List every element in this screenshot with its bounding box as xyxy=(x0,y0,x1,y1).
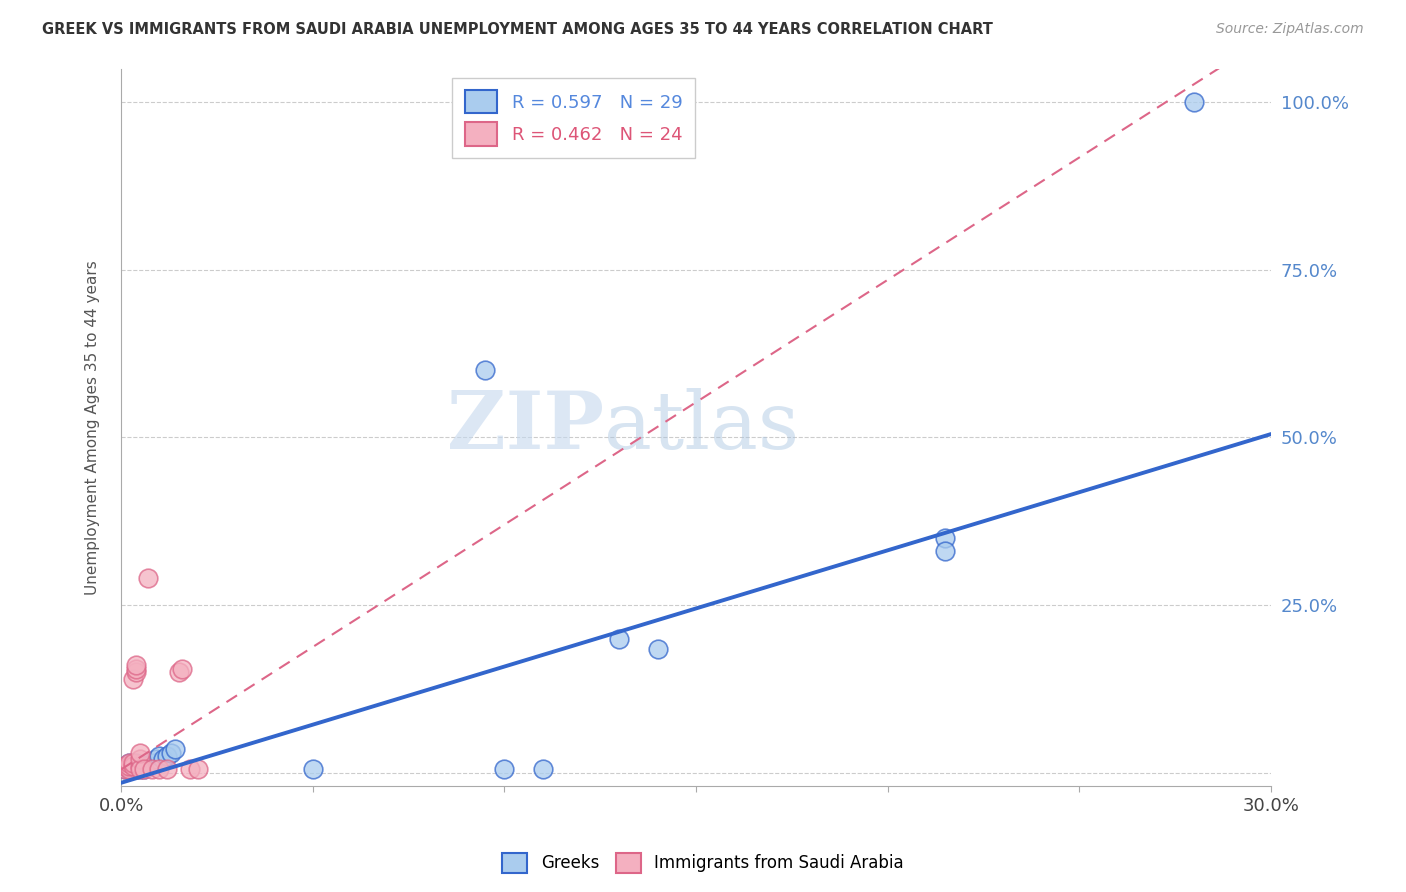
Text: Source: ZipAtlas.com: Source: ZipAtlas.com xyxy=(1216,22,1364,37)
Point xyxy=(160,746,183,760)
Point xyxy=(129,763,152,777)
Point xyxy=(129,759,152,773)
Point xyxy=(163,742,186,756)
Point xyxy=(531,763,554,777)
Point xyxy=(118,759,141,773)
Point xyxy=(152,752,174,766)
Legend: Greeks, Immigrants from Saudi Arabia: Greeks, Immigrants from Saudi Arabia xyxy=(496,847,910,880)
Point xyxy=(156,763,179,777)
Point xyxy=(141,763,163,777)
Point xyxy=(125,756,148,770)
Point xyxy=(129,746,152,760)
Point xyxy=(136,759,159,773)
Point xyxy=(145,752,167,766)
Y-axis label: Unemployment Among Ages 35 to 44 years: Unemployment Among Ages 35 to 44 years xyxy=(86,260,100,595)
Point xyxy=(121,759,143,773)
Point xyxy=(125,763,148,777)
Point xyxy=(934,531,956,545)
Legend: R = 0.597   N = 29, R = 0.462   N = 24: R = 0.597 N = 29, R = 0.462 N = 24 xyxy=(453,78,695,158)
Point xyxy=(118,760,141,774)
Point xyxy=(609,632,631,646)
Point xyxy=(141,756,163,770)
Text: ZIP: ZIP xyxy=(447,388,605,467)
Point xyxy=(167,665,190,680)
Point xyxy=(121,759,143,773)
Point xyxy=(134,757,156,772)
Point xyxy=(129,763,152,777)
Point xyxy=(179,763,201,777)
Point xyxy=(156,748,179,763)
Point xyxy=(118,756,141,770)
Text: atlas: atlas xyxy=(605,388,799,467)
Point xyxy=(494,763,516,777)
Point xyxy=(114,759,136,773)
Point xyxy=(114,763,136,777)
Point xyxy=(148,763,170,777)
Point xyxy=(148,748,170,763)
Point xyxy=(172,662,194,676)
Point xyxy=(134,763,156,777)
Point xyxy=(301,763,323,777)
Point xyxy=(125,658,148,673)
Point xyxy=(118,763,141,777)
Point xyxy=(125,665,148,680)
Point xyxy=(121,763,143,777)
Point xyxy=(114,763,136,777)
Point xyxy=(129,752,152,766)
Point xyxy=(136,571,159,585)
Point xyxy=(118,763,141,777)
Point xyxy=(134,763,156,777)
Point xyxy=(125,759,148,773)
Point xyxy=(187,763,209,777)
Point xyxy=(647,641,669,656)
Text: GREEK VS IMMIGRANTS FROM SAUDI ARABIA UNEMPLOYMENT AMONG AGES 35 TO 44 YEARS COR: GREEK VS IMMIGRANTS FROM SAUDI ARABIA UN… xyxy=(42,22,993,37)
Point xyxy=(474,363,496,377)
Point xyxy=(125,662,148,676)
Point xyxy=(118,756,141,770)
Point xyxy=(129,759,152,773)
Point xyxy=(121,672,143,686)
Point xyxy=(934,544,956,558)
Point xyxy=(114,759,136,773)
Point xyxy=(121,756,143,770)
Point xyxy=(1184,95,1206,109)
